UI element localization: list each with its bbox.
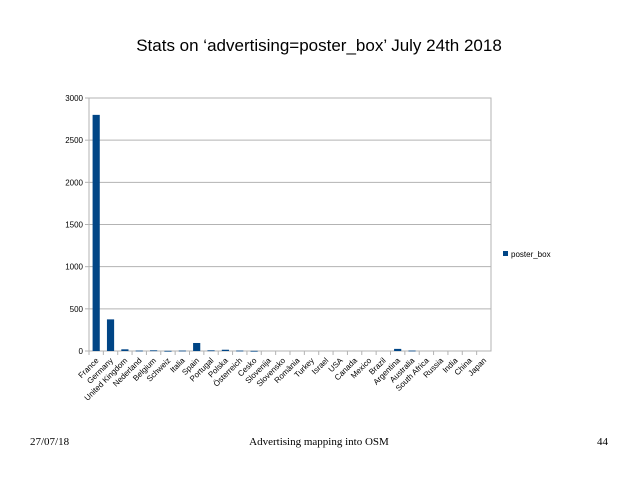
legend: poster_box bbox=[503, 250, 551, 259]
bar-france bbox=[92, 114, 100, 351]
bar--sterreich bbox=[236, 350, 244, 352]
legend-label: poster_box bbox=[511, 250, 551, 259]
bar-nederland bbox=[135, 350, 143, 352]
bar-germany bbox=[106, 319, 115, 351]
bar-belgium bbox=[150, 350, 158, 352]
bar-italia bbox=[178, 350, 186, 352]
bar-united-kingdom bbox=[121, 349, 129, 351]
bar-portugal bbox=[207, 350, 215, 352]
y-tick-label: 2500 bbox=[65, 136, 83, 145]
y-tick-label: 1000 bbox=[65, 263, 83, 272]
y-tick-label: 1500 bbox=[65, 221, 83, 230]
bar-cesko bbox=[250, 350, 258, 352]
y-tick-label: 2000 bbox=[65, 178, 83, 187]
y-tick-label: 500 bbox=[70, 305, 84, 314]
footer-date: 27/07/18 bbox=[30, 436, 70, 448]
bar-schweiz bbox=[164, 350, 172, 352]
bar-polska bbox=[221, 349, 229, 351]
bar-spain bbox=[193, 342, 201, 351]
bar-australia bbox=[408, 350, 416, 352]
footer-title: Advertising mapping into OSM bbox=[249, 436, 389, 448]
grid-lines bbox=[89, 97, 491, 352]
bar-argentina bbox=[394, 348, 402, 351]
y-axis-ticks: 0 500 1000 1500 2000 2500 3000 bbox=[65, 94, 89, 356]
y-tick-label: 0 bbox=[79, 347, 84, 356]
bars bbox=[92, 114, 416, 352]
slide-title: Stats on ‘advertising=poster_box’ July 2… bbox=[136, 36, 502, 55]
page-number: 44 bbox=[597, 436, 608, 448]
legend-swatch bbox=[503, 251, 508, 256]
y-tick-label: 3000 bbox=[65, 94, 83, 103]
